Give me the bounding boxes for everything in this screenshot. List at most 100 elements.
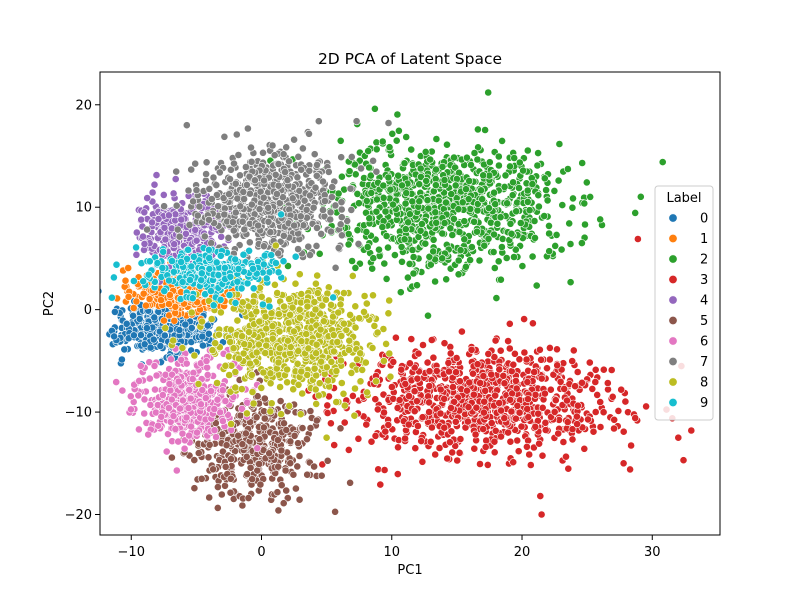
data-point-label-2 xyxy=(506,162,514,171)
data-point-label-4 xyxy=(164,211,173,220)
data-point-label-3 xyxy=(393,470,402,478)
data-point-label-3 xyxy=(490,353,499,361)
data-point-label-4 xyxy=(143,194,152,202)
data-point-label-7 xyxy=(228,218,237,226)
data-point-label-3 xyxy=(456,377,464,386)
data-point-label-2 xyxy=(380,259,389,268)
data-point-label-3 xyxy=(384,420,393,429)
data-point-label-2 xyxy=(396,288,405,297)
data-point-label-5 xyxy=(217,490,226,499)
data-point-label-5 xyxy=(241,429,250,438)
data-point-label-2 xyxy=(389,200,397,209)
data-point-label-2 xyxy=(401,225,410,234)
data-point-label-3 xyxy=(515,355,524,364)
data-point-label-3 xyxy=(330,441,339,449)
data-point-label-2 xyxy=(515,184,523,192)
data-point-label-2 xyxy=(484,204,493,212)
data-point-label-3 xyxy=(491,426,500,435)
data-point-label-0 xyxy=(142,324,151,332)
data-point-label-6 xyxy=(140,395,149,404)
data-point-label-2 xyxy=(565,219,574,228)
data-point-label-2 xyxy=(415,197,424,206)
data-point-label-6 xyxy=(134,391,143,400)
data-point-label-7 xyxy=(337,231,346,240)
data-point-label-1 xyxy=(121,276,130,285)
data-point-label-3 xyxy=(425,408,433,416)
data-point-label-7 xyxy=(372,167,381,176)
data-point-label-6 xyxy=(197,400,205,409)
data-point-label-6 xyxy=(134,425,143,434)
data-point-label-2 xyxy=(421,239,430,248)
data-point-label-4 xyxy=(160,223,169,232)
data-point-label-4 xyxy=(169,189,178,198)
data-point-label-3 xyxy=(446,349,455,358)
data-point-label-2 xyxy=(528,180,537,188)
data-point-label-6 xyxy=(146,400,155,409)
data-point-label-2 xyxy=(454,256,463,265)
data-point-label-2 xyxy=(382,232,391,240)
data-point-label-7 xyxy=(202,158,211,167)
data-point-label-7 xyxy=(311,183,320,192)
data-point-label-2 xyxy=(393,110,402,119)
data-point-label-2 xyxy=(460,217,469,226)
data-point-label-2 xyxy=(426,260,435,269)
data-point-label-2 xyxy=(449,214,458,223)
data-point-label-6 xyxy=(151,385,159,394)
data-point-label-5 xyxy=(273,488,282,497)
data-point-label-5 xyxy=(256,480,265,489)
data-point-label-3 xyxy=(472,403,481,412)
data-point-label-6 xyxy=(164,404,173,412)
data-point-label-3 xyxy=(631,414,640,422)
data-point-label-2 xyxy=(473,125,482,134)
data-point-label-7 xyxy=(205,184,214,193)
data-point-label-3 xyxy=(453,456,462,465)
data-point-label-5 xyxy=(286,459,295,468)
data-point-label-3 xyxy=(487,370,496,379)
data-point-label-6 xyxy=(193,428,201,437)
data-point-label-3 xyxy=(326,419,335,428)
data-point-label-3 xyxy=(537,510,546,519)
data-point-label-2 xyxy=(581,220,589,229)
data-point-label-3 xyxy=(427,336,436,344)
data-point-label-2 xyxy=(421,147,430,156)
data-point-label-3 xyxy=(610,424,618,433)
data-point-label-1 xyxy=(157,296,165,304)
data-point-label-2 xyxy=(440,219,449,227)
data-point-label-7 xyxy=(326,208,335,217)
data-point-label-2 xyxy=(450,153,458,162)
data-point-label-3 xyxy=(380,408,388,417)
data-point-label-5 xyxy=(190,484,199,493)
data-point-label-3 xyxy=(588,384,597,393)
data-point-label-3 xyxy=(418,457,427,466)
data-point-label-3 xyxy=(563,396,571,405)
data-point-label-6 xyxy=(201,394,210,402)
data-point-label-7 xyxy=(309,203,318,212)
data-point-label-6 xyxy=(178,429,187,438)
data-point-label-3 xyxy=(499,371,508,380)
data-point-label-1 xyxy=(164,300,173,308)
data-point-label-3 xyxy=(608,392,617,401)
data-point-label-2 xyxy=(429,235,438,244)
data-point-label-3 xyxy=(413,422,422,430)
data-point-label-4 xyxy=(177,215,186,224)
data-point-label-2 xyxy=(448,231,457,239)
data-point-label-2 xyxy=(363,243,372,251)
data-point-label-3 xyxy=(634,235,642,243)
data-point-label-5 xyxy=(209,465,217,474)
data-point-label-2 xyxy=(400,159,409,168)
data-point-label-3 xyxy=(429,353,438,362)
data-point-label-3 xyxy=(401,434,409,443)
data-point-label-2 xyxy=(462,185,470,194)
data-point-label-5 xyxy=(242,452,251,461)
data-point-label-6 xyxy=(253,444,262,453)
data-point-label-3 xyxy=(376,480,385,489)
data-point-label-4 xyxy=(140,208,149,217)
data-point-label-5 xyxy=(205,493,214,502)
data-point-label-5 xyxy=(221,462,230,471)
data-point-label-0 xyxy=(122,319,131,328)
data-point-label-5 xyxy=(221,481,229,490)
data-point-label-7 xyxy=(304,242,313,251)
data-point-label-7 xyxy=(285,157,293,166)
data-point-label-0 xyxy=(110,332,118,341)
data-point-label-7 xyxy=(296,212,305,221)
